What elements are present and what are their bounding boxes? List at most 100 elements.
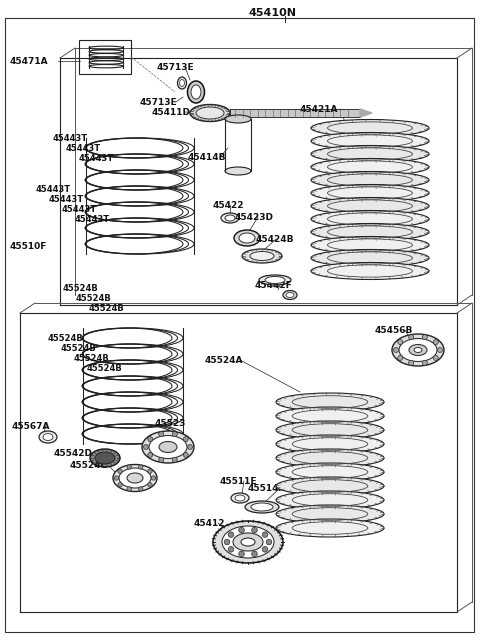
Ellipse shape xyxy=(311,133,429,149)
Text: 45442F: 45442F xyxy=(255,281,293,290)
Ellipse shape xyxy=(242,249,282,263)
Text: 45524B: 45524B xyxy=(61,344,97,353)
Circle shape xyxy=(224,539,230,545)
Circle shape xyxy=(408,335,414,340)
Text: 45443T: 45443T xyxy=(75,215,110,224)
Circle shape xyxy=(148,469,152,474)
Ellipse shape xyxy=(311,146,429,163)
Text: 45422: 45422 xyxy=(213,201,244,210)
Ellipse shape xyxy=(276,505,384,523)
Circle shape xyxy=(252,528,257,533)
Text: 45567A: 45567A xyxy=(12,422,50,431)
Circle shape xyxy=(144,444,148,449)
Text: 45524B: 45524B xyxy=(48,334,84,343)
Ellipse shape xyxy=(311,197,429,215)
Text: 45524B: 45524B xyxy=(87,364,123,373)
Text: 45542D: 45542D xyxy=(54,449,93,458)
Ellipse shape xyxy=(95,452,115,464)
Text: 45424B: 45424B xyxy=(256,235,295,244)
Ellipse shape xyxy=(221,213,239,223)
Circle shape xyxy=(228,532,234,537)
Ellipse shape xyxy=(259,275,291,285)
Circle shape xyxy=(127,465,132,469)
Text: 45510F: 45510F xyxy=(10,242,48,251)
Ellipse shape xyxy=(409,344,427,356)
Text: 45414B: 45414B xyxy=(188,153,227,162)
Text: 45524B: 45524B xyxy=(74,354,110,363)
Circle shape xyxy=(262,547,268,552)
Text: 45443T: 45443T xyxy=(49,195,84,204)
Circle shape xyxy=(127,487,132,491)
Circle shape xyxy=(433,340,438,345)
Text: 45524A: 45524A xyxy=(205,356,243,365)
Circle shape xyxy=(118,469,122,474)
Text: 45411D: 45411D xyxy=(152,108,191,117)
Circle shape xyxy=(266,539,272,545)
Ellipse shape xyxy=(311,224,429,240)
Text: 45524C: 45524C xyxy=(70,461,108,470)
Ellipse shape xyxy=(311,263,429,279)
Text: 45523: 45523 xyxy=(155,419,186,428)
Ellipse shape xyxy=(392,334,444,366)
Circle shape xyxy=(183,453,188,458)
Text: 45511E: 45511E xyxy=(220,477,257,486)
Ellipse shape xyxy=(119,468,151,488)
Ellipse shape xyxy=(276,477,384,495)
Text: 45443T: 45443T xyxy=(53,134,88,143)
Ellipse shape xyxy=(265,276,285,283)
Ellipse shape xyxy=(222,526,274,558)
Text: 45421A: 45421A xyxy=(300,105,338,114)
Circle shape xyxy=(159,431,164,437)
Ellipse shape xyxy=(276,519,384,537)
Text: 45423D: 45423D xyxy=(235,213,274,222)
Ellipse shape xyxy=(231,493,249,503)
Ellipse shape xyxy=(213,521,283,563)
Ellipse shape xyxy=(276,449,384,467)
Ellipse shape xyxy=(311,249,429,267)
Ellipse shape xyxy=(245,501,279,513)
Circle shape xyxy=(172,457,177,462)
Ellipse shape xyxy=(225,115,251,123)
Ellipse shape xyxy=(159,442,177,453)
Circle shape xyxy=(148,483,152,487)
Text: 45412: 45412 xyxy=(194,519,226,528)
Circle shape xyxy=(398,340,403,345)
Circle shape xyxy=(159,457,164,462)
Ellipse shape xyxy=(276,421,384,439)
Ellipse shape xyxy=(234,230,260,246)
Ellipse shape xyxy=(191,85,201,99)
Text: 45524B: 45524B xyxy=(89,304,125,313)
Text: 45713E: 45713E xyxy=(157,63,194,72)
Text: 45524B: 45524B xyxy=(63,284,99,293)
Text: 45524B: 45524B xyxy=(76,294,112,303)
Ellipse shape xyxy=(149,435,187,458)
Circle shape xyxy=(139,465,143,469)
Ellipse shape xyxy=(225,215,235,221)
Ellipse shape xyxy=(178,77,187,89)
Ellipse shape xyxy=(142,431,194,463)
Text: 45410N: 45410N xyxy=(248,8,296,18)
Ellipse shape xyxy=(233,533,263,551)
Ellipse shape xyxy=(251,503,273,511)
Bar xyxy=(230,109,360,117)
Text: 45514A: 45514A xyxy=(248,484,287,493)
Ellipse shape xyxy=(276,435,384,453)
Ellipse shape xyxy=(311,158,429,176)
Ellipse shape xyxy=(188,81,204,103)
Bar xyxy=(79,40,131,74)
Circle shape xyxy=(172,431,177,437)
Ellipse shape xyxy=(311,172,429,188)
Ellipse shape xyxy=(399,338,437,362)
Ellipse shape xyxy=(190,104,230,122)
Circle shape xyxy=(398,356,403,360)
Circle shape xyxy=(433,356,438,360)
Circle shape xyxy=(422,360,427,365)
Circle shape xyxy=(394,347,398,353)
Ellipse shape xyxy=(43,433,53,440)
Circle shape xyxy=(151,476,156,480)
Ellipse shape xyxy=(276,407,384,425)
Ellipse shape xyxy=(225,167,251,175)
Circle shape xyxy=(437,347,443,353)
Ellipse shape xyxy=(286,292,294,297)
Text: 45456B: 45456B xyxy=(375,326,413,335)
